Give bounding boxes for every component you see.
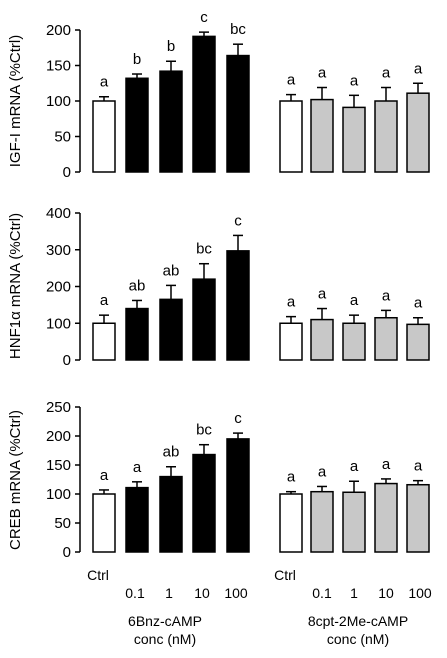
significance-letter: a <box>350 292 359 309</box>
bar <box>406 323 430 361</box>
significance-letter: bc <box>196 241 212 258</box>
significance-letter: a <box>414 60 423 77</box>
significance-letter: a <box>100 467 109 484</box>
significance-letter: a <box>350 458 359 475</box>
bar <box>310 490 334 553</box>
bar <box>159 475 183 553</box>
significance-letter: a <box>414 295 423 312</box>
y-tick-label: 200 <box>46 428 71 445</box>
significance-letter: ab <box>129 277 146 294</box>
bar <box>310 98 334 173</box>
significance-letter: ab <box>163 262 180 279</box>
right-xaxis-title-line1: 8cpt-2Me-cAMP <box>308 613 408 629</box>
left-xtick-3: 10 <box>194 585 210 601</box>
significance-letter: a <box>100 292 109 309</box>
left-xtick-4: 100 <box>224 585 248 601</box>
significance-letter: a <box>133 459 142 476</box>
y-tick-label: 100 <box>46 315 71 332</box>
y-tick-label: 200 <box>46 279 71 296</box>
significance-letter: b <box>167 38 175 55</box>
right-xtick-3: 10 <box>378 585 394 601</box>
bar <box>342 322 366 361</box>
y-tick-label: 0 <box>63 352 71 369</box>
bar <box>159 298 183 361</box>
significance-letter: a <box>287 72 296 89</box>
bar <box>279 493 303 553</box>
significance-letter: a <box>287 469 296 486</box>
bar <box>92 493 116 553</box>
y-axis-title: CREB mRNA (%Ctrl) <box>7 410 24 550</box>
left-xtick-2: 1 <box>165 585 173 601</box>
significance-letter: bc <box>230 21 246 38</box>
bar <box>125 307 149 361</box>
significance-letter: a <box>382 287 391 304</box>
y-axis-title: IGF-I mRNA (%Ctrl) <box>7 35 24 168</box>
left-xtick-1: 0.1 <box>125 585 145 601</box>
significance-letter: a <box>350 72 359 89</box>
bar <box>279 322 303 361</box>
y-tick-label: 300 <box>46 242 71 259</box>
y-tick-label: 100 <box>46 93 71 110</box>
left-xaxis-title-line2: conc (nM) <box>134 631 196 647</box>
significance-letter: a <box>318 65 327 82</box>
left-xaxis-title-line1: 6Bnz-cAMP <box>128 613 202 629</box>
left-xtick-0: Ctrl <box>87 567 109 583</box>
bar <box>374 316 398 361</box>
bar <box>310 318 334 361</box>
significance-letter: c <box>234 212 242 229</box>
bar <box>226 438 250 553</box>
significance-letter: a <box>414 458 423 475</box>
y-tick-label: 200 <box>46 22 71 39</box>
significance-letter: a <box>100 74 109 91</box>
bar <box>279 100 303 173</box>
right-xtick-4: 100 <box>408 585 432 601</box>
y-tick-label: 50 <box>54 129 71 146</box>
bar <box>92 100 116 173</box>
bar <box>374 100 398 173</box>
bar <box>125 486 149 553</box>
bar <box>192 453 216 553</box>
y-tick-label: 150 <box>46 58 71 75</box>
significance-letter: ab <box>163 444 180 461</box>
significance-letter: a <box>287 294 296 311</box>
bar <box>406 92 430 173</box>
bar <box>226 54 250 173</box>
y-tick-label: 250 <box>46 399 71 416</box>
bar <box>342 106 366 173</box>
x-axis-labels: Ctrl 0.1 1 10 100 6Bnz-cAMP conc (nM) Ct… <box>87 567 432 647</box>
bar <box>342 491 366 553</box>
right-xtick-0: Ctrl <box>274 567 296 583</box>
significance-letter: c <box>234 410 242 427</box>
significance-letter: b <box>133 51 141 68</box>
bar <box>192 35 216 173</box>
bar <box>125 77 149 173</box>
bar <box>406 483 430 553</box>
significance-letter: a <box>318 463 327 480</box>
y-tick-label: 150 <box>46 457 71 474</box>
y-tick-label: 50 <box>54 515 71 532</box>
y-axis-title: HNF1α mRNA (%Ctrl) <box>7 213 24 359</box>
bar <box>192 278 216 361</box>
bar <box>159 70 183 173</box>
right-xtick-2: 1 <box>350 585 358 601</box>
bar <box>374 482 398 553</box>
bar <box>92 322 116 361</box>
y-tick-label: 0 <box>63 544 71 561</box>
bar <box>226 250 250 361</box>
right-xtick-1: 0.1 <box>312 585 332 601</box>
significance-letter: bc <box>196 422 212 439</box>
y-tick-label: 100 <box>46 486 71 503</box>
right-xaxis-title-line2: conc (nM) <box>327 631 389 647</box>
significance-letter: a <box>382 456 391 473</box>
y-tick-label: 400 <box>46 205 71 222</box>
significance-letter: a <box>382 65 391 82</box>
significance-letter: c <box>200 9 208 26</box>
y-tick-label: 0 <box>63 164 71 181</box>
significance-letter: a <box>318 286 327 303</box>
